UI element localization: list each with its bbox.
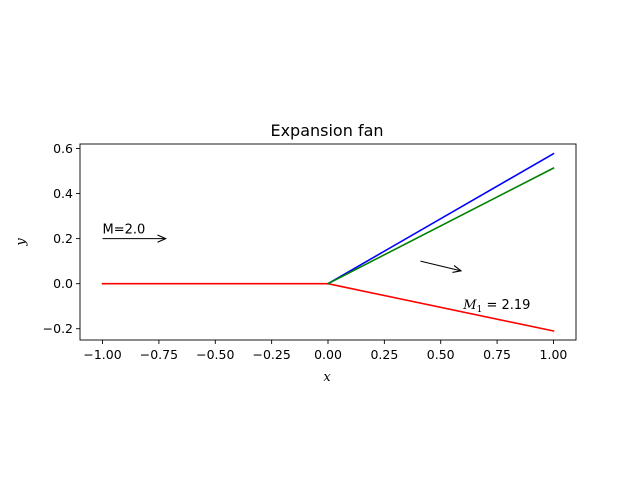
series-line-2 [326, 167, 555, 285]
y-tick-label: −0.2 [43, 321, 73, 336]
chart-title: Expansion fan [270, 121, 383, 140]
x-axis-label: x [323, 370, 331, 385]
x-tick-label: −0.75 [140, 347, 178, 362]
y-tick-label: 0.2 [53, 231, 73, 246]
x-tick-label: 1.00 [540, 347, 568, 362]
x-tick-label: 0.00 [314, 347, 342, 362]
y-tick-label: 0.6 [53, 141, 73, 156]
x-tick-label: 0.25 [370, 347, 398, 362]
x-tick-label: −0.50 [196, 347, 234, 362]
y-axis-label: y [14, 238, 29, 247]
x-tick-label: −0.25 [252, 347, 290, 362]
upstream-mach-label: M=2.0 [103, 222, 146, 237]
series-line-1 [326, 152, 555, 285]
downstream-mach-label: M1 = 2.19 [462, 298, 530, 315]
y-tick-label: 0.4 [53, 186, 73, 201]
plot-area: −1.00 −0.75 −0.50 −0.25 0.00 0.25 0.50 0.75 1.00… [43, 141, 577, 362]
x-tick-label: −1.00 [83, 347, 121, 362]
x-tick-label: 0.75 [483, 347, 511, 362]
x-tick-label: 0.50 [427, 347, 455, 362]
y-tick-label: 0.0 [53, 276, 73, 291]
downstream-flow-arrow [420, 260, 461, 271]
